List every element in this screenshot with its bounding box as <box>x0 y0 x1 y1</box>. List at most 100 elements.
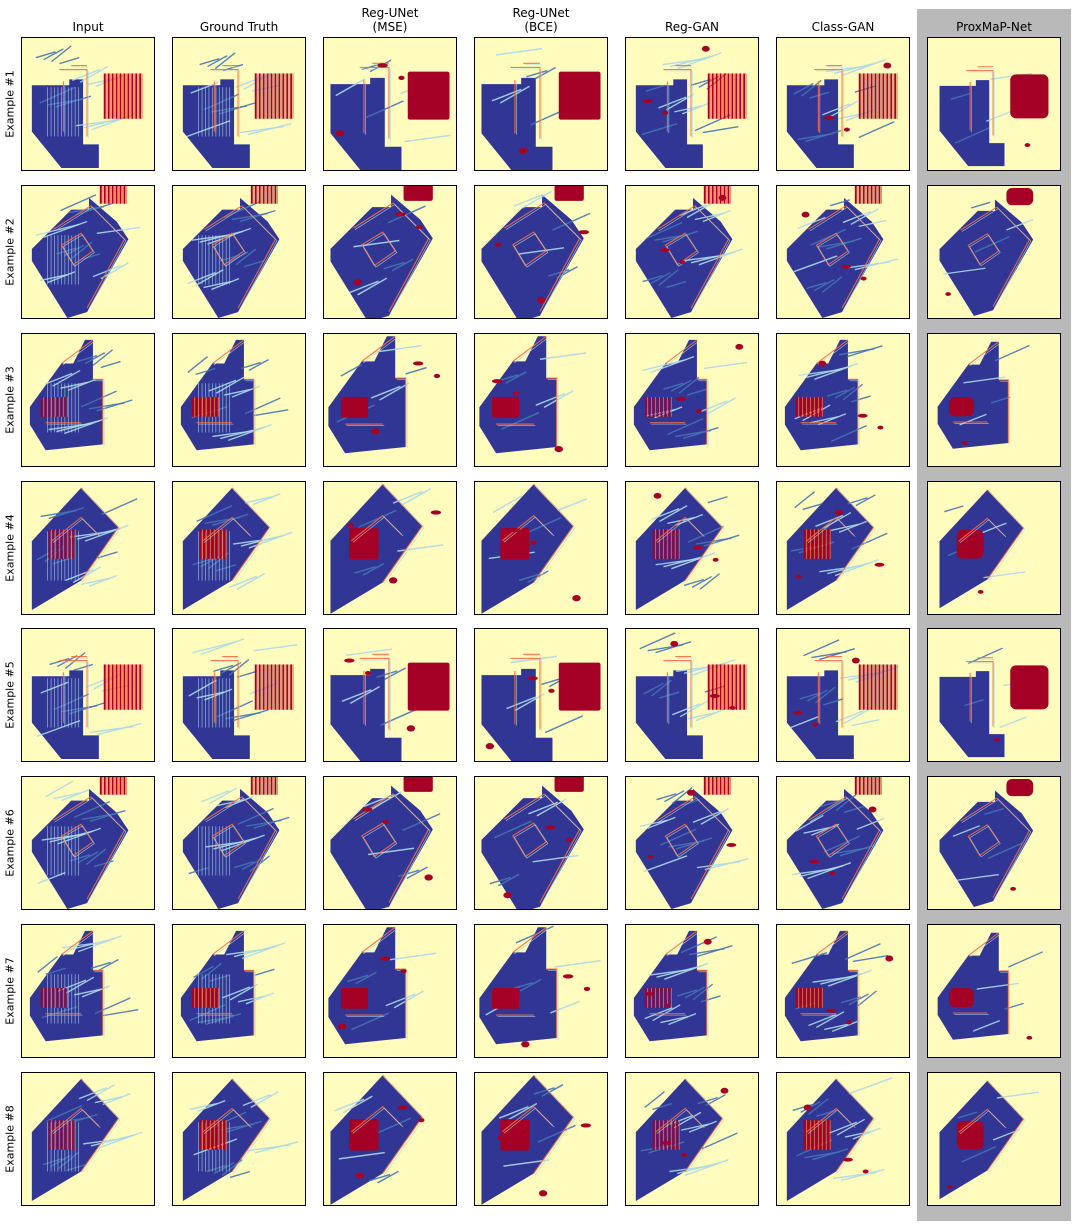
occupancy-map-image <box>626 925 758 1057</box>
map-panel <box>21 628 155 762</box>
occupancy-map-image <box>928 334 1060 466</box>
map-panel <box>625 776 759 910</box>
occupancy-map-image <box>22 186 154 318</box>
column-title-line1: Ground Truth <box>199 20 279 34</box>
column-title-line2: (BCE) <box>524 20 558 34</box>
map-panel <box>776 37 910 171</box>
column-title: ProxMaP-Net <box>914 20 1074 34</box>
occupancy-map-image <box>777 777 909 909</box>
map-panel <box>323 628 457 762</box>
occupancy-map-image <box>173 1073 305 1205</box>
map-panel <box>21 481 155 615</box>
occupancy-map-image <box>475 334 607 466</box>
row-label: Example #2 <box>3 185 17 319</box>
map-panel <box>927 1072 1061 1206</box>
map-panel <box>323 333 457 467</box>
occupancy-map-image <box>324 186 456 318</box>
occupancy-map-image <box>22 38 154 170</box>
map-panel <box>776 628 910 762</box>
occupancy-map-image <box>22 1073 154 1205</box>
row-label-text: Example #8 <box>3 1105 17 1173</box>
map-panel <box>625 1072 759 1206</box>
map-panel <box>172 1072 306 1206</box>
row-label-text: Example #4 <box>3 514 17 582</box>
occupancy-map-image <box>928 1073 1060 1205</box>
occupancy-map-image <box>22 482 154 614</box>
map-panel <box>21 776 155 910</box>
map-panel <box>474 185 608 319</box>
map-panel <box>323 37 457 171</box>
map-panel <box>474 628 608 762</box>
map-panel <box>927 333 1061 467</box>
row-label: Example #8 <box>3 1072 17 1206</box>
occupancy-map-image <box>777 186 909 318</box>
map-panel <box>776 481 910 615</box>
map-panel <box>474 333 608 467</box>
occupancy-map-image <box>475 186 607 318</box>
map-panel <box>172 628 306 762</box>
occupancy-map-image <box>626 629 758 761</box>
map-panel <box>21 37 155 171</box>
column-title-line1: ProxMaP-Net <box>956 20 1032 34</box>
occupancy-map-image <box>475 777 607 909</box>
row-label-text: Example #7 <box>3 957 17 1025</box>
occupancy-map-image <box>626 482 758 614</box>
occupancy-map-image <box>173 38 305 170</box>
occupancy-map-image <box>777 334 909 466</box>
column-title: Class-GAN <box>763 20 923 34</box>
map-panel <box>776 1072 910 1206</box>
occupancy-map-image <box>777 629 909 761</box>
occupancy-map-image <box>173 334 305 466</box>
occupancy-map-image <box>324 38 456 170</box>
occupancy-map-image <box>626 186 758 318</box>
occupancy-map-image <box>475 38 607 170</box>
map-panel <box>172 185 306 319</box>
map-panel <box>172 481 306 615</box>
map-panel <box>172 924 306 1058</box>
map-panel <box>776 776 910 910</box>
occupancy-map-image <box>475 925 607 1057</box>
map-panel <box>776 333 910 467</box>
column-title-line1: Input <box>72 20 104 34</box>
row-label-text: Example #5 <box>3 661 17 729</box>
occupancy-map-image <box>475 629 607 761</box>
occupancy-map-image <box>777 925 909 1057</box>
occupancy-map-image <box>928 186 1060 318</box>
column-title: Ground Truth <box>159 20 319 34</box>
map-panel <box>927 185 1061 319</box>
occupancy-map-image <box>928 38 1060 170</box>
row-label: Example #6 <box>3 776 17 910</box>
occupancy-map-image <box>777 482 909 614</box>
row-label: Example #5 <box>3 628 17 762</box>
row-label-text: Example #6 <box>3 809 17 877</box>
map-panel <box>927 628 1061 762</box>
map-panel <box>927 481 1061 615</box>
row-label-text: Example #3 <box>3 366 17 434</box>
occupancy-map-image <box>928 925 1060 1057</box>
map-panel <box>625 481 759 615</box>
column-title-line1: Reg-UNet <box>512 6 570 20</box>
map-panel <box>172 333 306 467</box>
occupancy-map-image <box>324 925 456 1057</box>
map-panel <box>474 1072 608 1206</box>
occupancy-map-image <box>626 334 758 466</box>
map-panel <box>323 481 457 615</box>
occupancy-map-image <box>928 482 1060 614</box>
map-panel <box>625 185 759 319</box>
occupancy-map-image <box>173 186 305 318</box>
occupancy-map-image <box>928 777 1060 909</box>
occupancy-map-image <box>324 482 456 614</box>
occupancy-map-image <box>626 777 758 909</box>
column-title-line1: Reg-UNet <box>361 6 419 20</box>
occupancy-map-image <box>475 482 607 614</box>
occupancy-map-image <box>324 334 456 466</box>
occupancy-map-image <box>22 334 154 466</box>
row-label-text: Example #2 <box>3 218 17 286</box>
column-title: Reg-UNet (BCE) <box>461 6 621 34</box>
row-label: Example #3 <box>3 333 17 467</box>
occupancy-map-image <box>22 629 154 761</box>
occupancy-map-image <box>173 482 305 614</box>
map-panel <box>323 776 457 910</box>
map-panel <box>776 924 910 1058</box>
column-title: Reg-GAN <box>612 20 772 34</box>
